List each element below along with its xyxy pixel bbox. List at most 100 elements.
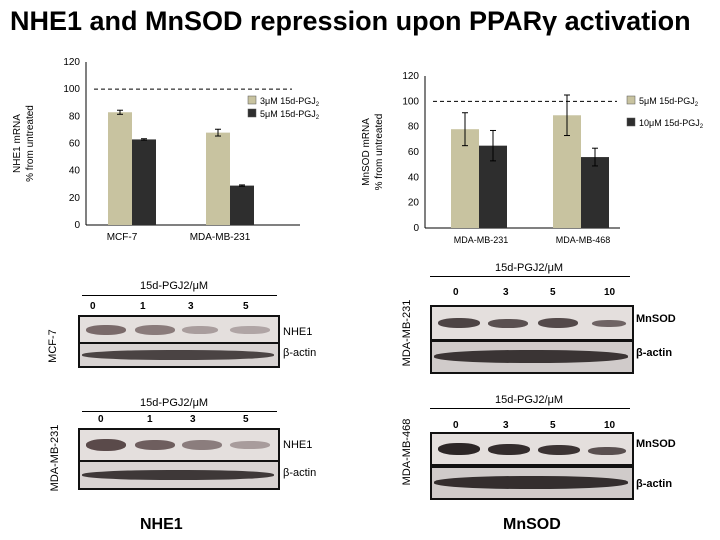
- band: [488, 319, 528, 328]
- legend-swatch: [247, 95, 257, 105]
- caption-mnsod: MnSOD: [503, 516, 561, 533]
- cell-line-label: MDA-MB-231: [401, 299, 413, 367]
- page-title: NHE1 and MnSOD repression upon PPARγ act…: [10, 6, 691, 36]
- y-tick-label: 40: [69, 166, 81, 177]
- mnsod-blot-mda468: [430, 432, 634, 466]
- mnsod-blot-mda231: [430, 305, 634, 341]
- blot-treatment-label: 15d-PGJ2/μM: [495, 394, 564, 406]
- dose-label: 3: [190, 414, 196, 425]
- y-tick-label: 120: [402, 71, 419, 82]
- band: [438, 443, 480, 455]
- x-tick-label: MDA-MB-468: [556, 235, 611, 245]
- blot-row-label: β-actin: [283, 347, 317, 359]
- y-tick-label: 40: [408, 172, 420, 183]
- dose-label: 0: [453, 420, 459, 431]
- caption-nhe1: NHE1: [140, 516, 183, 533]
- actin-blot-mda231: [78, 460, 280, 490]
- band: [230, 326, 270, 334]
- band: [182, 440, 222, 450]
- dose-label: 5: [243, 301, 249, 312]
- band: [434, 350, 628, 363]
- dose-label: 0: [453, 287, 459, 298]
- dose-label: 0: [90, 301, 96, 312]
- actin-blot-mnsod-mda468: [430, 466, 634, 500]
- dose-label: 5: [550, 420, 556, 431]
- y-axis-label: % from untreated: [25, 105, 36, 182]
- y-tick-label: 80: [408, 122, 420, 133]
- x-tick-label: MDA-MB-231: [454, 235, 509, 245]
- x-tick-label: MDA-MB-231: [190, 232, 251, 243]
- band: [82, 470, 274, 480]
- y-axis-label: MnSOD mRNA: [361, 118, 372, 186]
- y-tick-label: 20: [69, 193, 81, 204]
- bar: [230, 185, 254, 225]
- blot-row-label: NHE1: [283, 439, 313, 451]
- blot-row-label: β-actin: [636, 478, 673, 490]
- dose-label: 1: [140, 301, 146, 312]
- bar: [581, 157, 609, 228]
- band: [592, 320, 626, 327]
- legend-label: 10μM 15d-PGJ2: [639, 118, 704, 130]
- legend-swatch: [247, 108, 257, 118]
- nhe1-blot-mcf7: [78, 315, 280, 345]
- band: [230, 441, 270, 449]
- dose-label: 1: [147, 414, 153, 425]
- band: [86, 325, 126, 335]
- y-tick-label: 100: [63, 84, 80, 95]
- actin-blot-mnsod-mda231: [430, 340, 634, 374]
- dose-label: 3: [503, 420, 509, 431]
- y-tick-label: 80: [69, 111, 81, 122]
- dose-label: 5: [550, 287, 556, 298]
- legend-label: 3μM 15d-PGJ2: [260, 96, 320, 108]
- band: [538, 445, 580, 455]
- dose-label: 10: [604, 420, 616, 431]
- blot-treatment-line: [430, 276, 630, 277]
- band: [588, 447, 626, 455]
- blot-row-label: NHE1: [283, 326, 313, 338]
- band: [86, 439, 126, 451]
- y-axis-label: % from untreated: [374, 114, 385, 191]
- blot-treatment-line: [82, 411, 277, 412]
- legend-swatch: [626, 95, 636, 105]
- nhe1-mrna-chart: 0 20 40 60 80 100 120 NHE1 mRNA% from untreated…: [12, 57, 320, 243]
- blot-row-label: β-actin: [283, 467, 317, 479]
- blot-treatment-label: 15d-PGJ2/μM: [495, 262, 564, 274]
- cell-line-label: MDA-MB-468: [401, 418, 413, 486]
- band: [434, 476, 628, 489]
- blot-treatment-line: [430, 408, 630, 409]
- legend-label: 5μM 15d-PGJ2: [639, 96, 699, 108]
- band: [135, 440, 175, 450]
- bar: [206, 132, 230, 225]
- cell-line-label: MCF-7: [47, 329, 59, 363]
- blot-row-label: β-actin: [636, 347, 673, 359]
- bar: [108, 112, 132, 225]
- band: [135, 325, 175, 335]
- y-tick-label: 20: [408, 198, 420, 209]
- cell-line-label: MDA-MB-231: [49, 424, 61, 492]
- y-tick-label: 60: [408, 147, 420, 158]
- x-tick-label: MCF-7: [107, 232, 138, 243]
- y-tick-label: 100: [402, 96, 419, 107]
- blot-treatment-label: 15d-PGJ2/μM: [140, 397, 209, 409]
- y-tick-label: 60: [69, 139, 81, 150]
- dose-label: 3: [503, 287, 509, 298]
- dose-label: 5: [243, 414, 249, 425]
- band: [538, 318, 578, 328]
- y-tick-label: 120: [63, 57, 80, 68]
- y-axis-label: NHE1 mRNA: [12, 114, 23, 173]
- band: [438, 318, 480, 328]
- blot-treatment-label: 15d-PGJ2/μM: [140, 280, 209, 292]
- blot-row-label: MnSOD: [636, 438, 676, 450]
- actin-blot-mcf7: [78, 342, 280, 368]
- legend-swatch: [626, 117, 636, 127]
- band: [182, 326, 218, 334]
- dose-label: 3: [188, 301, 194, 312]
- nhe1-blot-mda231: [78, 428, 280, 462]
- dose-label: 10: [604, 287, 616, 298]
- band: [82, 350, 274, 360]
- dose-label: 0: [98, 414, 104, 425]
- mnsod-mrna-chart: 0 20 40 60 80 100 120 MnSOD mRNA% from untreate…: [361, 71, 704, 245]
- legend-label: 5μM 15d-PGJ2: [260, 109, 320, 121]
- y-tick-label: 0: [413, 223, 419, 234]
- bar: [132, 139, 156, 225]
